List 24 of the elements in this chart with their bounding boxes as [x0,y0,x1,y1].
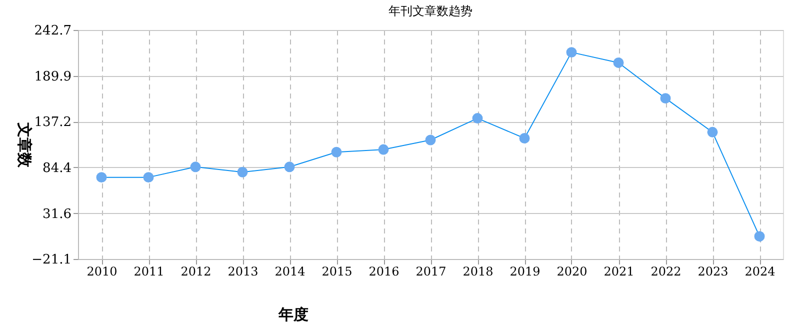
x-tick-label: 2013 [228,264,258,278]
y-tick-label: 31.6 [42,206,72,222]
x-tick-label: 2018 [462,264,494,278]
y-tick-label: 242.7 [34,24,72,38]
x-tick-label: 2022 [650,264,682,278]
x-axis-title: 年度 [278,306,308,324]
y-axis-title: 文章数 [16,122,34,168]
x-tick-label: 2021 [604,264,634,278]
x-tick-label: 2023 [698,264,728,278]
x-tick-label: 2020 [556,264,588,278]
chart-title: 年刊文章数趋势 [388,4,472,18]
y-tick-label: 137.2 [34,115,72,130]
x-tick-label: 2015 [322,264,352,278]
y-tick-label: −21.1 [32,252,72,268]
x-tick-label: 2011 [134,264,164,278]
x-tick-label: 2024 [744,264,776,278]
x-tick-label: 2012 [180,264,212,278]
x-tick-label: 2010 [86,264,118,278]
y-tick-label: 189.9 [34,69,72,84]
y-tick-label: 84.4 [42,160,72,176]
x-tick-label: 2017 [416,264,446,278]
x-tick-label: 2014 [274,264,306,278]
x-tick-label: 2019 [510,264,540,278]
x-tick-label: 2016 [368,264,400,278]
